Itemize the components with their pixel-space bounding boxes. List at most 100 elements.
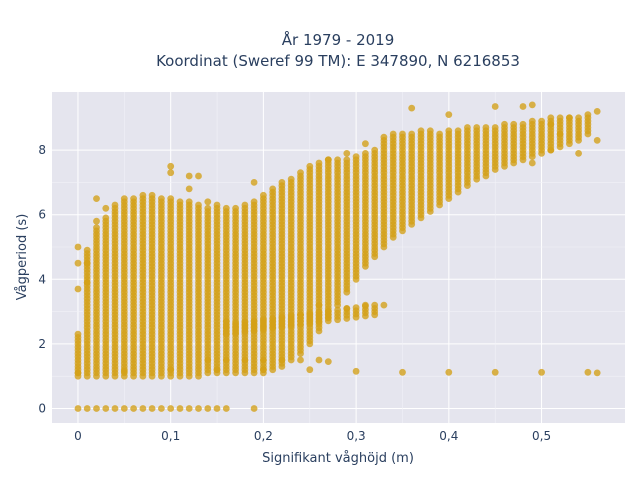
data-point (167, 405, 175, 412)
data-point (120, 195, 128, 203)
data-point (260, 191, 267, 199)
data-point (213, 405, 221, 412)
data-point (250, 317, 258, 325)
data-point (176, 198, 184, 206)
data-point (436, 130, 443, 138)
data-point (297, 311, 304, 319)
data-point (315, 356, 323, 364)
data-point (139, 405, 147, 412)
data-point (204, 356, 212, 364)
data-point (352, 153, 360, 161)
data-point (362, 140, 369, 148)
x-tick-label: 0,5 (532, 429, 551, 443)
data-point (445, 368, 453, 376)
x-axis-title: Signifikant våghöjd (m) (262, 451, 414, 466)
data-point (232, 204, 240, 212)
data-point (83, 405, 91, 412)
data-point (74, 285, 82, 293)
data-point (528, 117, 536, 125)
data-point (185, 185, 193, 193)
x-tick-label: 0,4 (439, 429, 458, 443)
data-point (362, 301, 369, 309)
data-point (269, 315, 277, 322)
data-point (74, 243, 82, 251)
data-point (74, 330, 82, 338)
x-tick-label: 0,1 (161, 429, 180, 443)
data-point (83, 259, 91, 267)
data-point (287, 312, 295, 320)
data-point (260, 366, 267, 374)
data-point (547, 146, 555, 154)
data-point (362, 150, 369, 157)
data-point (482, 124, 490, 131)
data-point (306, 162, 314, 170)
data-point (528, 159, 536, 167)
data-point (74, 369, 82, 377)
data-point (185, 198, 193, 206)
data-point (278, 179, 286, 186)
data-point (120, 405, 128, 412)
data-point (399, 368, 406, 376)
data-point (130, 195, 138, 203)
data-point (158, 195, 165, 203)
data-point (297, 356, 304, 364)
y-tick-label: 4 (38, 272, 46, 286)
x-tick-label: 0,2 (254, 429, 273, 443)
data-point (408, 104, 416, 112)
data-point (148, 405, 156, 412)
data-point (287, 175, 295, 183)
data-point (334, 156, 341, 164)
data-point (260, 316, 267, 324)
data-point (343, 156, 351, 164)
data-point (167, 195, 175, 203)
data-point (528, 101, 536, 109)
data-point (343, 150, 351, 157)
data-point (454, 127, 462, 135)
data-point (204, 204, 212, 212)
chart-title-line1: År 1979 - 2019 (282, 30, 395, 49)
data-point (538, 368, 545, 376)
data-point (176, 405, 184, 412)
data-point (93, 224, 100, 232)
data-point (185, 172, 193, 180)
data-point (389, 130, 397, 138)
data-point (130, 405, 138, 412)
data-point (315, 159, 323, 167)
data-point (158, 405, 165, 412)
data-point (278, 313, 286, 321)
data-point (74, 405, 82, 412)
data-point (222, 405, 230, 412)
data-point (491, 103, 499, 110)
data-point (83, 246, 91, 254)
data-point (352, 367, 360, 375)
data-point (306, 366, 314, 374)
data-point (519, 120, 527, 128)
data-point (343, 305, 351, 312)
data-point (445, 111, 453, 118)
data-point (473, 124, 481, 131)
data-point (102, 405, 110, 412)
y-tick-label: 2 (38, 337, 46, 351)
data-point (222, 317, 230, 325)
data-point (315, 301, 323, 309)
data-point (167, 366, 175, 374)
data-point (491, 368, 499, 376)
y-tick-label: 6 (38, 208, 46, 222)
data-point (510, 120, 518, 128)
data-point (148, 191, 156, 199)
data-point (334, 306, 341, 314)
data-point (222, 204, 230, 212)
data-point (426, 127, 434, 135)
data-point (399, 130, 406, 138)
data-point (547, 120, 555, 128)
data-point (306, 310, 314, 317)
data-point (575, 150, 582, 157)
data-point (111, 405, 119, 412)
data-point (380, 301, 388, 309)
data-point (575, 114, 582, 122)
data-point (297, 169, 304, 177)
data-point (491, 124, 499, 131)
data-point (167, 169, 175, 177)
data-point (222, 356, 230, 364)
